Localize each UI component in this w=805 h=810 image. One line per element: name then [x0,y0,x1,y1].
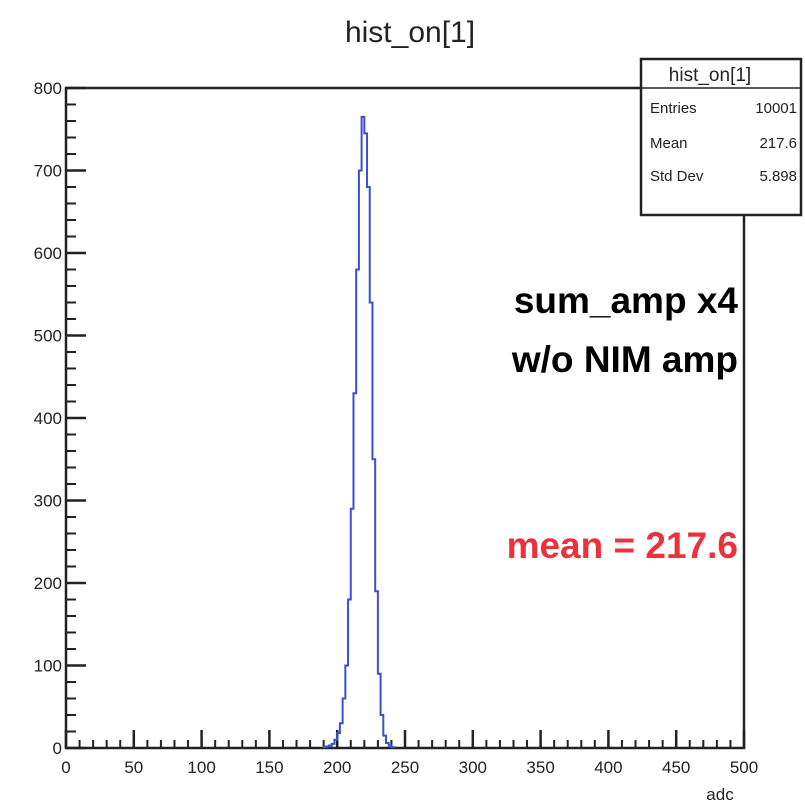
y-tick-label: 100 [34,657,62,676]
y-tick-label: 300 [34,492,62,511]
histogram-series [322,115,396,749]
x-tick-label: 500 [730,758,758,777]
x-tick-labels: 0 50 100 150 200 250 300 350 400 450 500 [61,758,758,777]
x-tick-label: 100 [187,758,215,777]
chart-title: hist_on[1] [345,16,475,49]
stats-mean-label: Mean [650,135,688,152]
x-tick-label: 0 [61,758,70,777]
y-tick-labels: 0 100 200 300 400 500 600 700 800 [34,79,62,758]
annotation-sum-amp: sum_amp x4 [514,280,739,321]
y-tick-label: 200 [34,574,62,593]
annotation-nim-amp: w/o NIM amp [511,339,738,380]
y-tick-label: 400 [34,409,62,428]
stats-entries-value: 10001 [755,100,797,117]
stats-entries-label: Entries [650,100,697,117]
annotation-mean: mean = 217.6 [507,525,738,566]
stats-stddev-value: 5.898 [759,168,797,185]
x-tick-label: 200 [323,758,351,777]
x-tick-label: 450 [662,758,690,777]
x-tick-label: 50 [124,758,143,777]
x-tick-label: 400 [594,758,622,777]
x-axis-label: adc [706,785,734,804]
stats-box-title: hist_on[1] [669,65,751,86]
y-tick-label: 500 [34,327,62,346]
y-tick-label: 0 [53,739,62,758]
y-tick-label: 600 [34,244,62,263]
x-tick-label: 350 [526,758,554,777]
y-major-ticks [66,86,86,750]
x-tick-label: 150 [255,758,283,777]
stats-mean-value: 217.6 [759,135,797,152]
x-tick-label: 300 [459,758,487,777]
y-tick-label: 800 [34,79,62,98]
stats-stddev-label: Std Dev [650,168,704,185]
stats-box: hist_on[1] Entries 10001 Mean 217.6 Std … [639,57,803,217]
x-major-ticks [64,730,746,748]
y-tick-label: 700 [34,162,62,181]
stats-box-frame [639,57,803,217]
x-tick-label: 250 [391,758,419,777]
